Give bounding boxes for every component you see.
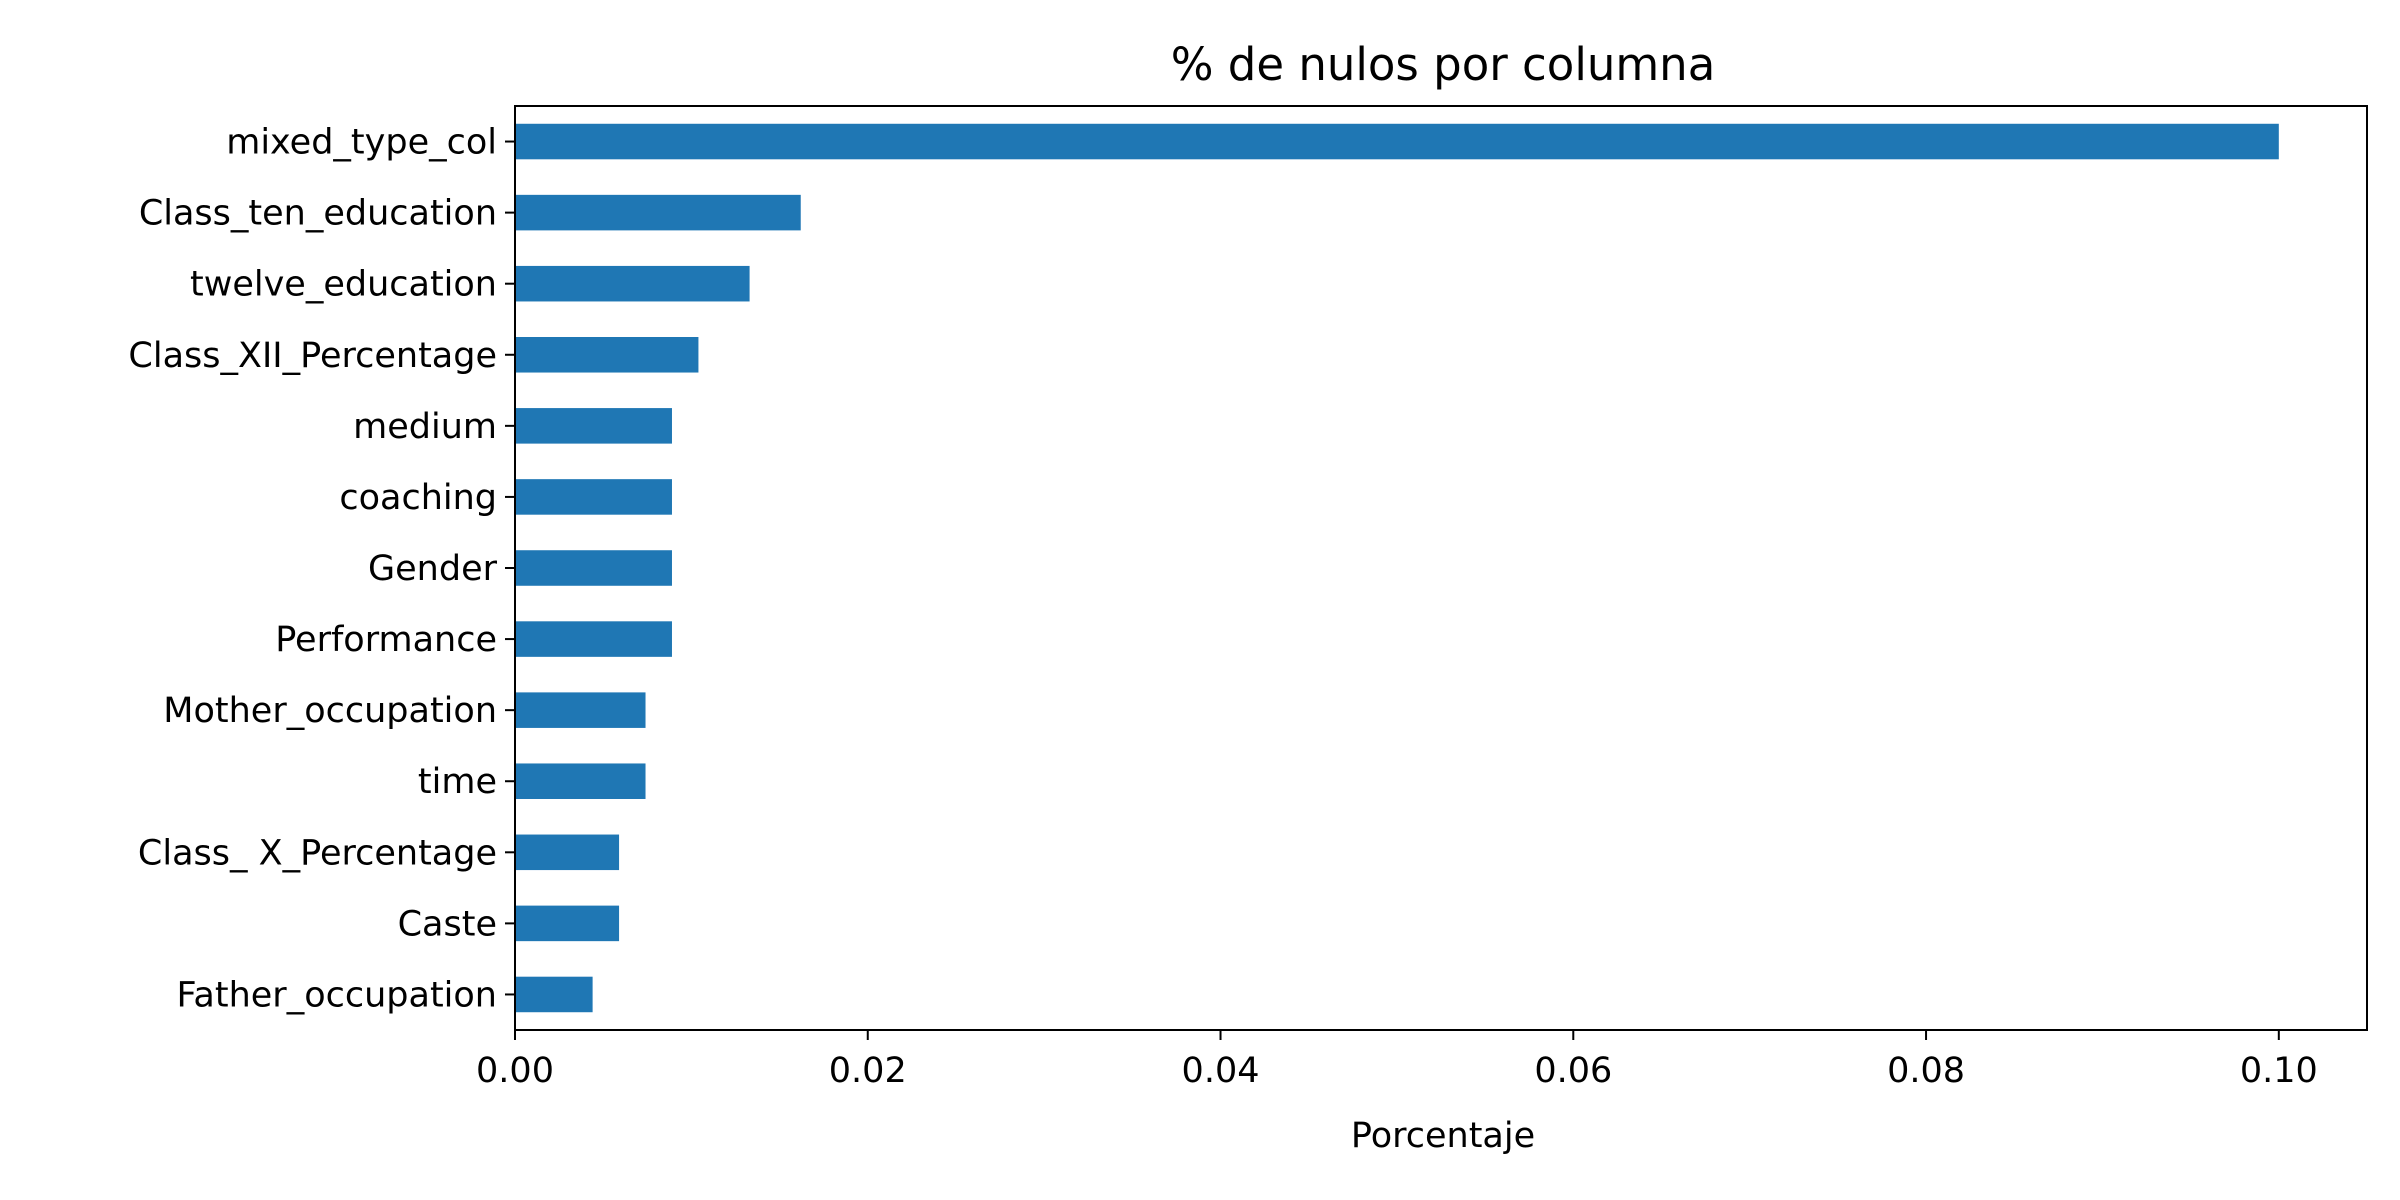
category-label: Mother_occupation: [163, 691, 497, 731]
bar-10: [515, 834, 620, 871]
x-tick-label: 0.06: [1534, 1051, 1612, 1091]
bar-11: [515, 905, 620, 942]
bars-group: [515, 123, 2279, 1013]
category-label: Class_ten_education: [139, 194, 497, 234]
x-axis-label: Porcentaje: [1351, 1116, 1535, 1156]
category-label: mixed_type_col: [226, 123, 497, 163]
bar-1: [515, 194, 801, 231]
category-labels: mixed_type_col Class_ten_education twelve_…: [128, 123, 515, 1015]
x-tick-label: 0.10: [2240, 1051, 2318, 1091]
bar-0: [515, 123, 2279, 160]
bar-7: [515, 621, 672, 657]
x-tick-label: 0.00: [476, 1051, 554, 1091]
category-label: time: [418, 762, 497, 802]
x-tick-label: 0.02: [829, 1051, 907, 1091]
category-label: Class_XII_Percentage: [128, 336, 497, 376]
x-tick-label: 0.04: [1182, 1051, 1260, 1091]
category-label: medium: [353, 407, 497, 447]
bar-3: [515, 337, 699, 373]
bar-6: [515, 550, 672, 586]
bar-9: [515, 763, 646, 799]
bar-8: [515, 692, 646, 728]
x-axis-ticks: 0.00 0.02 0.04 0.06 0.08 0.10: [476, 1030, 2318, 1091]
category-label: Gender: [368, 549, 498, 589]
category-label: twelve_education: [190, 265, 497, 305]
x-tick-label: 0.08: [1887, 1051, 1965, 1091]
category-label: Class_ X_Percentage: [138, 833, 497, 873]
plot-frame: [514, 105, 2368, 1031]
bar-4: [515, 408, 672, 444]
bar-12: [515, 976, 593, 1013]
category-label: Father_occupation: [177, 975, 498, 1015]
bar-2: [515, 265, 750, 302]
bar-5: [515, 479, 672, 515]
category-label: Caste: [398, 904, 497, 944]
category-label: Performance: [275, 620, 497, 660]
chart-title: % de nulos por columna: [1171, 38, 1716, 91]
category-label: coaching: [339, 478, 497, 518]
